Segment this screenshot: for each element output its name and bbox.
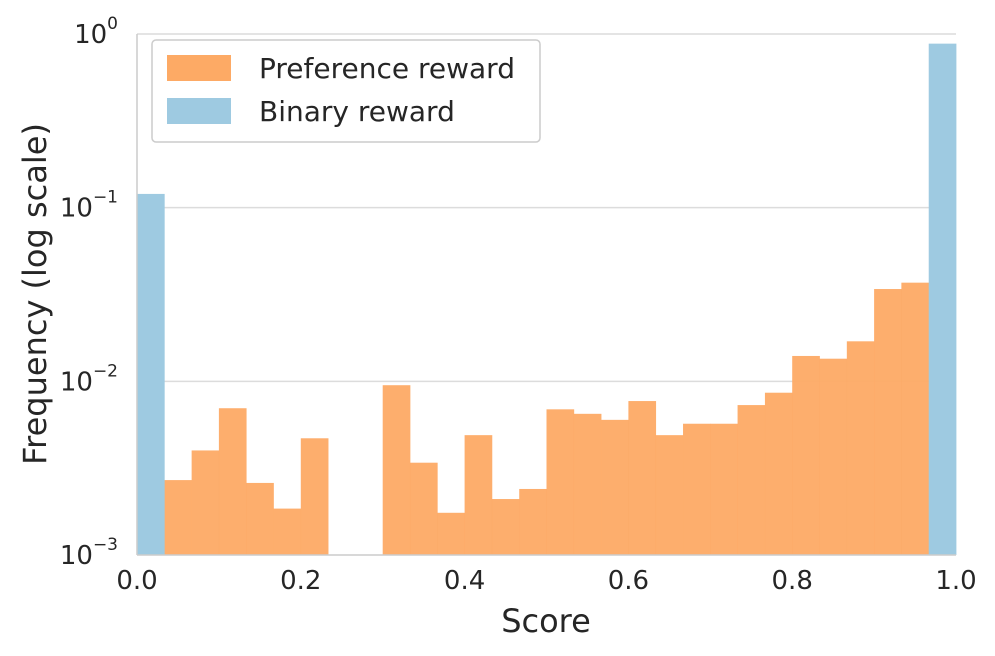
preference-bar-1 xyxy=(191,450,220,555)
x-tick-label-5: 1.0 xyxy=(935,566,976,596)
preference-bar-19 xyxy=(737,405,766,555)
preference-bar-11 xyxy=(519,488,547,555)
y-tick-label-0: 10−3 xyxy=(60,535,118,571)
x-tick-label-0: 0.0 xyxy=(116,566,157,596)
legend-box xyxy=(151,39,541,143)
preference-bar-5 xyxy=(300,438,329,555)
y-tick-label-1: 10−2 xyxy=(60,361,118,397)
y-tick-label-3: 100 xyxy=(74,14,118,50)
preference-bar-10 xyxy=(491,499,520,555)
legend: Preference reward Binary reward xyxy=(151,39,541,143)
x-tick-label-2: 0.4 xyxy=(444,566,485,596)
binary-bar-1 xyxy=(928,43,957,555)
x-tick-label-4: 0.8 xyxy=(772,566,813,596)
legend-label-binary: Binary reward xyxy=(259,95,455,128)
preference-bar-15 xyxy=(628,401,657,555)
binary-bar-0 xyxy=(137,193,165,556)
preference-bar-6 xyxy=(382,385,411,555)
preference-bar-12 xyxy=(546,409,575,555)
preference-bar-25 xyxy=(901,282,930,555)
legend-label-preference: Preference reward xyxy=(259,52,515,85)
preference-bar-17 xyxy=(683,423,711,555)
preference-bar-18 xyxy=(710,423,738,555)
preference-bar-14 xyxy=(601,419,629,555)
preference-bar-0 xyxy=(164,480,192,555)
preference-bar-23 xyxy=(846,341,875,555)
preference-bar-8 xyxy=(437,512,465,555)
preference-bar-2 xyxy=(218,408,247,555)
y-axis-label: Frequency (log scale) xyxy=(16,123,54,465)
preference-bar-9 xyxy=(464,435,493,555)
bars xyxy=(137,43,957,556)
x-axis-label: Score xyxy=(501,602,591,640)
y-tick-labels: 10−3 10−2 10−1 100 xyxy=(60,14,118,571)
y-tick-label-2: 10−1 xyxy=(60,188,118,224)
preference-bar-24 xyxy=(874,289,902,555)
x-tick-label-3: 0.6 xyxy=(608,566,649,596)
preference-bar-4 xyxy=(273,508,302,555)
x-tick-labels: 0.0 0.2 0.4 0.6 0.8 1.0 xyxy=(116,566,976,596)
preference-bar-3 xyxy=(246,482,274,555)
preference-bar-16 xyxy=(655,435,684,555)
preference-bar-7 xyxy=(409,462,438,555)
preference-bar-13 xyxy=(573,413,602,555)
preference-bar-21 xyxy=(792,355,820,555)
legend-swatch-binary xyxy=(167,98,231,124)
axes xyxy=(136,34,956,556)
legend-swatch-preference xyxy=(167,55,231,81)
preference-bar-20 xyxy=(764,392,793,555)
preference-bar-22 xyxy=(819,358,848,555)
x-tick-label-1: 0.2 xyxy=(280,566,321,596)
